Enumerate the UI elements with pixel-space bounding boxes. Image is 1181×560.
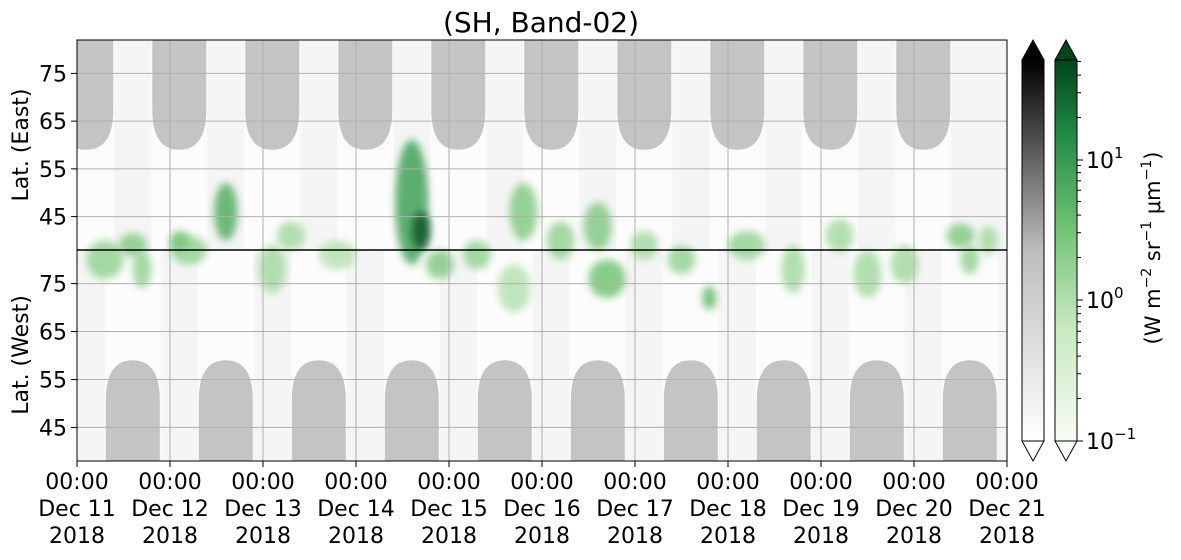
y-tick-label: 45 [39,206,67,231]
green-blob [411,211,431,251]
colorbar-tick-label: 10−1 [1086,425,1136,455]
x-tick-label: 00:00 Dec 12 2018 [131,470,209,549]
green-blob [546,221,575,260]
green-blob [946,223,975,248]
green-blob [86,240,124,279]
x-tick-label: 00:00 Dec 15 2018 [410,470,488,549]
gray-dome-east [77,40,114,150]
colorbar-gray [1021,38,1045,463]
green-blob [781,245,805,294]
green-field-layer [86,139,998,313]
green-blob [462,240,491,270]
green-blob [258,245,287,294]
colorbar-label: (W m−2 sr−1 μm−1) [1139,152,1165,345]
x-tick-label: 00:00 Dec 17 2018 [596,470,674,549]
x-tick-label: 00:00 Dec 11 2018 [38,470,116,549]
colorbar-tick-label: 100 [1086,284,1124,314]
colorbar-tick-label: 101 [1086,144,1124,174]
gray-dome-west [849,360,904,461]
gray-dome-east [245,40,300,150]
x-tick-label: 00:00 Dec 18 2018 [689,470,767,549]
green-blob [979,226,998,255]
y-tick-label: 65 [39,321,67,346]
green-blob [583,202,612,251]
gray-dome-east [524,40,579,150]
x-tick-label: 00:00 Dec 19 2018 [782,470,860,549]
gray-dome-east [431,40,486,150]
gray-dome-west [291,360,346,461]
gray-dome-east [803,40,858,150]
green-blob [667,245,696,274]
x-tick-label: 00:00 Dec 13 2018 [224,470,302,549]
green-blob [318,240,356,270]
green-blob [890,245,919,284]
gray-dome-west [663,360,718,461]
x-tick-label: 00:00 Dec 16 2018 [503,470,581,549]
x-tick-label: 00:00 Dec 14 2018 [317,470,395,549]
gray-dome-east [338,40,393,150]
gray-dome-east [617,40,672,150]
gray-dome-west [756,360,811,461]
gray-dome-west [198,360,253,461]
chart-title: (SH, Band-02) [443,6,639,39]
gray-dome-east [152,40,207,150]
green-blob [132,249,152,289]
x-tick-label: 00:00 Dec 21 2018 [968,470,1046,549]
y-tick-label: 65 [39,110,67,135]
green-blob [170,230,189,251]
y-tick-label: 75 [39,273,67,298]
y-tick-label: 75 [39,62,67,87]
ylabel-west: Lat. (West) [9,295,34,415]
ylabel-east: Lat. (East) [9,89,34,202]
green-blob [853,249,882,298]
gray-dome-east [896,40,951,150]
y-tick-labels: 45 55 65 75 75 65 55 45 [39,62,77,441]
gray-dome-west [105,360,160,461]
x-tick-label: 00:00 Dec 20 2018 [875,470,953,549]
green-blob [825,218,854,253]
gray-dome-west [570,360,625,461]
green-blob [214,183,238,241]
y-tick-label: 55 [39,158,67,183]
green-blob [425,249,454,279]
colorbar-ticks: 101 100 10−1 [1077,60,1136,455]
green-blob [588,259,626,298]
gray-dome-west [942,360,997,461]
gray-dome-west [477,360,532,461]
gray-dome-west [384,360,439,461]
gray-dome-east [710,40,765,150]
green-blob [497,264,531,313]
green-blob [630,230,659,260]
y-tick-label: 45 [39,416,67,441]
green-blob [702,285,717,310]
green-blob [509,183,538,241]
green-blob [960,245,980,274]
green-blob [728,230,766,260]
green-blob [276,221,305,251]
y-tick-label: 55 [39,368,67,393]
colorbar-green [1054,38,1078,463]
